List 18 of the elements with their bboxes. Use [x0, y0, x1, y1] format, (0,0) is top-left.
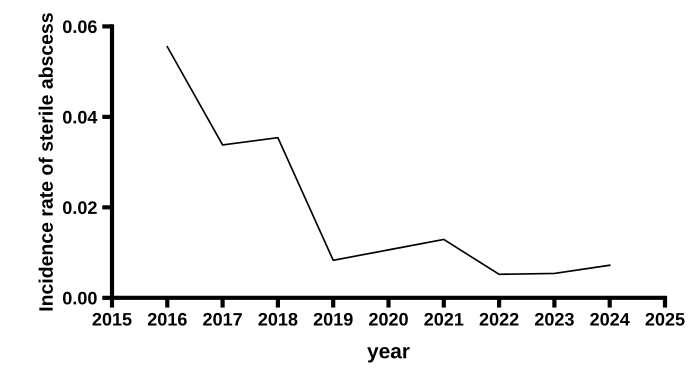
x-tick-label: 2021	[424, 312, 464, 326]
x-axis-title: year	[367, 347, 410, 363]
x-tick-label: 2020	[369, 312, 408, 326]
x-tick-label: 2018	[258, 312, 298, 326]
x-tick-label: 2025	[646, 312, 685, 326]
y-tick-label: 0.06	[62, 20, 97, 34]
x-tick-label: 2024	[590, 312, 630, 326]
y-tick-label: 0.02	[62, 201, 97, 214]
y-tick-label: 0.04	[62, 110, 98, 124]
y-tick-label: 0.00	[62, 292, 97, 305]
x-tick-label: 2019	[314, 312, 353, 326]
x-tick-label: 2015	[92, 312, 132, 326]
x-tick-label: 2016	[148, 312, 187, 326]
x-tick-label: 2022	[480, 312, 518, 326]
y-axis-title: Incidence rate of sterile abscess	[38, 13, 53, 310]
x-tick-label: 2023	[534, 312, 574, 326]
x-tick-label: 2017	[203, 312, 242, 326]
line-series	[166, 46, 611, 276]
